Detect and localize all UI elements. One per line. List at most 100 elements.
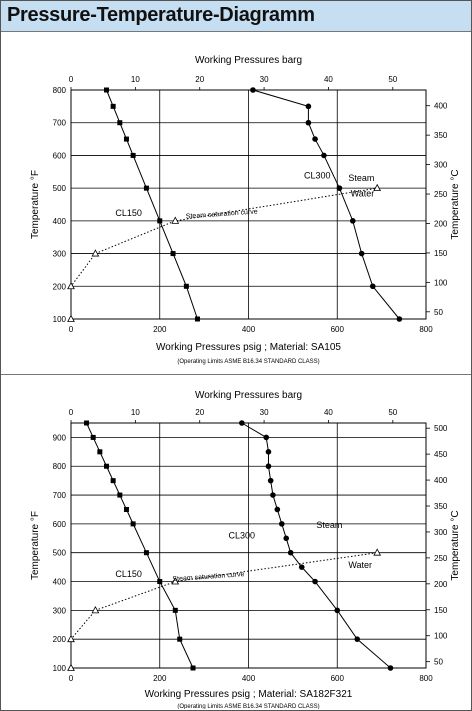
- y-tick-label: 300: [53, 606, 67, 615]
- data-point-square: [117, 492, 123, 498]
- y2-tick-label: 450: [434, 450, 448, 459]
- y-tick-label: 100: [53, 664, 67, 673]
- data-point-circle: [358, 250, 365, 257]
- data-point-triangle: [67, 663, 75, 671]
- data-point-circle: [267, 477, 274, 484]
- annotation-label: Steam: [316, 520, 342, 530]
- y2-tick-label: 150: [434, 249, 448, 258]
- data-point-circle: [263, 434, 270, 441]
- x-axis-label: Working Pressures psig ; Material: SA105: [156, 342, 341, 353]
- data-point-triangle: [91, 606, 100, 614]
- data-point-triangle: [67, 634, 75, 643]
- y-tick-label: 800: [53, 462, 67, 471]
- data-point-square: [130, 521, 136, 527]
- y-tick-label: 100: [53, 315, 67, 324]
- series-line-cl150: [106, 89, 198, 320]
- y-tick-label: 500: [53, 549, 67, 558]
- y2-tick-label: 300: [434, 161, 448, 170]
- data-point-square: [157, 579, 163, 585]
- x-tick-label: 800: [419, 674, 433, 683]
- data-point-circle: [283, 535, 290, 542]
- data-point-circle: [265, 449, 272, 455]
- data-point-square: [157, 218, 163, 224]
- data-point-circle: [270, 492, 276, 498]
- data-point-square: [104, 87, 109, 93]
- y-tick-label: 500: [53, 184, 67, 193]
- data-point-circle: [354, 636, 361, 642]
- y2-axis-label: Temperature °C: [450, 510, 461, 580]
- x-tick-label: 400: [242, 325, 256, 334]
- x2-tick-label: 10: [131, 408, 140, 417]
- y-axis-label: Temperature °F: [30, 170, 41, 239]
- data-point-circle: [336, 185, 343, 191]
- y-tick-label: 600: [53, 520, 67, 529]
- y-tick-label: 600: [53, 151, 67, 160]
- series-line-cl300: [241, 422, 391, 669]
- data-point-circle: [274, 506, 281, 513]
- data-point-square: [97, 449, 103, 455]
- x-axis-label: Working Pressures psig ; Material: SA182…: [145, 689, 353, 700]
- data-point-triangle: [373, 548, 382, 556]
- title-bar: Pressure-Temperature-Diagramm: [1, 1, 471, 32]
- data-point-square: [190, 665, 196, 671]
- data-point-circle: [396, 316, 403, 322]
- data-point-circle: [369, 283, 376, 290]
- series-line-cl300: [252, 89, 400, 320]
- data-point-square: [143, 550, 149, 556]
- x2-tick-label: 0: [69, 408, 74, 417]
- pt-chart-sa182f321: 0 200 400 600 800100200300400500600700800900…: [30, 390, 461, 709]
- data-point-square: [177, 636, 183, 642]
- data-point-square: [123, 136, 129, 142]
- y-tick-label: 700: [53, 119, 67, 128]
- data-point-circle: [250, 87, 256, 93]
- data-point-square: [90, 434, 96, 440]
- data-point-square: [84, 420, 90, 426]
- chart-title: Working Pressures barg: [195, 55, 302, 66]
- data-point-circle: [265, 463, 272, 470]
- annotation-label: Water: [351, 188, 375, 198]
- annotation-label: CL150: [115, 569, 142, 579]
- y2-tick-label: 350: [434, 131, 448, 140]
- data-point-circle: [298, 564, 305, 570]
- y-tick-label: 800: [53, 86, 67, 95]
- data-point-square: [194, 316, 200, 322]
- x-tick-label: 200: [153, 674, 167, 683]
- data-point-square: [130, 152, 136, 158]
- y2-tick-label: 100: [434, 632, 448, 641]
- y2-tick-label: 400: [434, 476, 448, 485]
- x-tick-label: 400: [242, 674, 256, 683]
- annotation-label: CL300: [304, 170, 331, 180]
- data-point-square: [183, 283, 189, 289]
- annotation-label: CL300: [229, 530, 256, 540]
- data-point-circle: [349, 218, 356, 224]
- data-point-square: [172, 607, 178, 613]
- chart-title: Working Pressures barg: [195, 390, 302, 401]
- x2-tick-label: 20: [195, 75, 204, 84]
- data-point-square: [110, 103, 116, 109]
- y2-tick-label: 500: [434, 424, 448, 433]
- y-tick-label: 900: [53, 433, 67, 442]
- data-point-circle: [387, 665, 394, 671]
- chart-divider: [1, 374, 471, 375]
- y-axis-label: Temperature °F: [30, 511, 41, 580]
- y2-tick-label: 400: [434, 102, 448, 111]
- y2-tick-label: 350: [434, 502, 448, 511]
- data-point-triangle: [373, 183, 382, 192]
- data-point-triangle: [91, 249, 100, 257]
- annotation-label: CL150: [115, 208, 142, 218]
- data-point-circle: [312, 578, 318, 585]
- y-tick-label: 200: [53, 635, 67, 644]
- data-point-circle: [312, 136, 318, 142]
- data-point-square: [104, 463, 109, 469]
- x2-tick-label: 20: [195, 408, 204, 417]
- x2-tick-label: 30: [260, 408, 269, 417]
- data-point-circle: [334, 607, 341, 614]
- y2-tick-label: 300: [434, 528, 448, 537]
- series-line-cl150: [86, 422, 194, 669]
- y2-tick-label: 250: [434, 190, 448, 199]
- data-point-square: [170, 251, 176, 257]
- y-tick-label: 300: [53, 250, 67, 259]
- x-tick-label: 0: [69, 674, 74, 683]
- data-point-circle: [239, 420, 245, 426]
